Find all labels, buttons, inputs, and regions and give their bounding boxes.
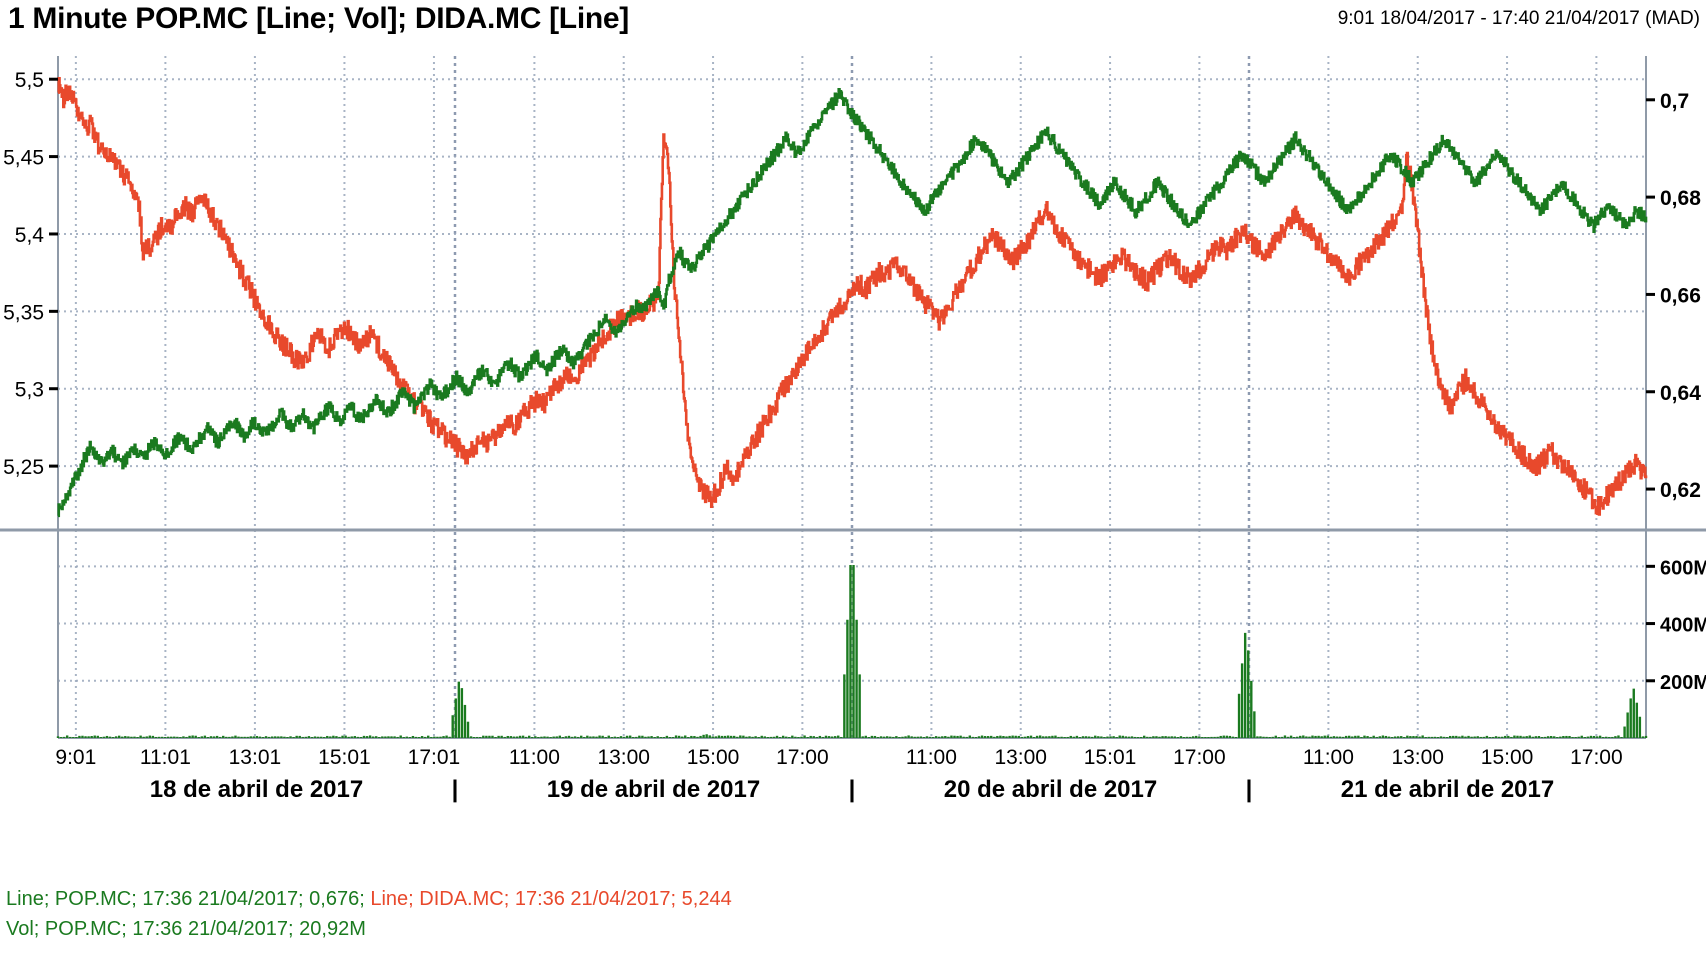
x-axis-time-label: 15:00 [686,746,740,769]
legend-volume-segment: Vol; POP.MC; 17:36 21/04/2017; 20,92M [6,918,366,940]
y-axis-left-tick-label: 5,3 [15,379,44,402]
x-axis-date-separator: | [451,776,459,803]
x-axis-time-label: 17:00 [776,746,829,769]
x-axis-time-label: 11:00 [905,746,957,769]
chart-date-range: 9:01 18/04/2017 - 17:40 21/04/2017 (MAD) [1337,8,1700,29]
axis-ticks: 5,5 5,45 5,4 5,35 5,3 5,25 0,7 0,68 0,66 0,64 0,62… [3,69,1706,694]
y-axis-volume-tick-label: 400M [1660,615,1706,637]
legend-price-segment: Line; POP.MC; 17:36 21/04/2017; 0,676; [6,888,371,910]
x-axis-date-label: 20 de abril de 2017 [943,776,1158,803]
x-axis-time-label: 11:00 [508,746,560,769]
legend-row-volume: Vol; POP.MC; 17:36 21/04/2017; 20,92M [6,914,1706,944]
y-axis-right-tick-label: 0,64 [1660,382,1701,405]
x-axis-date-label: 19 de abril de 2017 [546,776,761,803]
volume-series-group [56,565,1648,738]
x-axis-time-label: 15:01 [1083,746,1137,769]
x-axis-date-separator: | [848,776,856,803]
x-axis-date-label: 18 de abril de 2017 [149,776,364,803]
y-axis-right-tick-label: 0,62 [1660,479,1701,502]
chart-plot-area[interactable]: 5,5 5,45 5,4 5,35 5,3 5,25 0,7 0,68 0,66 0,64 0,62… [0,44,1706,744]
chart-header: 1 Minute POP.MC [Line; Vol]; DIDA.MC [Li… [0,0,1706,44]
x-axis-time-label: 13:01 [228,746,282,769]
x-axis-time-label: 9:01 [55,746,97,769]
y-axis-left-tick-label: 5,35 [3,301,44,324]
x-axis-time-label: 17:01 [407,746,461,769]
y-axis-volume-tick-label: 600M [1660,557,1706,579]
y-axis-right-tick-label: 0,66 [1660,284,1701,307]
x-axis-time-label: 13:00 [1391,746,1444,769]
legend-price-segment: Line; DIDA.MC; 17:36 21/04/2017; 5,244 [370,888,732,910]
y-axis-right-tick-label: 0,68 [1660,187,1701,210]
y-axis-volume-tick-label: 200M [1660,672,1706,694]
chart-legend: Line; POP.MC; 17:36 21/04/2017; 0,676; L… [6,884,1706,944]
x-axis-date-label: 21 de abril de 2017 [1340,776,1555,803]
price-series-group [57,77,1648,518]
grid-lines [58,56,1646,738]
series-line-pop [57,88,1648,518]
x-axis-time-labels: 9:01 11:01 13:01 15:01 17:01 11:00 13:00 15:00 1… [0,746,1706,776]
x-axis-time-label: 11:00 [1302,746,1354,769]
y-axis-left-tick-label: 5,4 [15,224,45,247]
y-axis-left-tick-label: 5,25 [3,456,44,479]
y-axis-left-tick-label: 5,5 [15,69,44,92]
x-axis-time-label: 13:00 [597,746,650,769]
chart-title: 1 Minute POP.MC [Line; Vol]; DIDA.MC [Li… [8,2,629,35]
x-axis-time-label: 15:00 [1480,746,1534,769]
x-axis-time-label: 11:01 [139,746,191,769]
x-axis-date-separator: | [1245,776,1253,803]
x-axis-time-label: 17:00 [1570,746,1623,769]
legend-row-price: Line; POP.MC; 17:36 21/04/2017; 0,676; L… [6,884,1706,914]
y-axis-left-tick-label: 5,45 [3,147,44,170]
chart-canvas[interactable]: 5,5 5,45 5,4 5,35 5,3 5,25 0,7 0,68 0,66 0,64 0,62… [0,44,1706,744]
y-axis-right-tick-label: 0,7 [1660,90,1689,113]
series-line-dida [57,77,1648,516]
x-axis-time-label: 17:00 [1173,746,1226,769]
x-axis-date-labels: 18 de abril de 2017 | 19 de abril de 2017 |… [0,776,1706,810]
x-axis-time-label: 13:00 [994,746,1047,769]
x-axis-time-label: 15:01 [318,746,371,769]
